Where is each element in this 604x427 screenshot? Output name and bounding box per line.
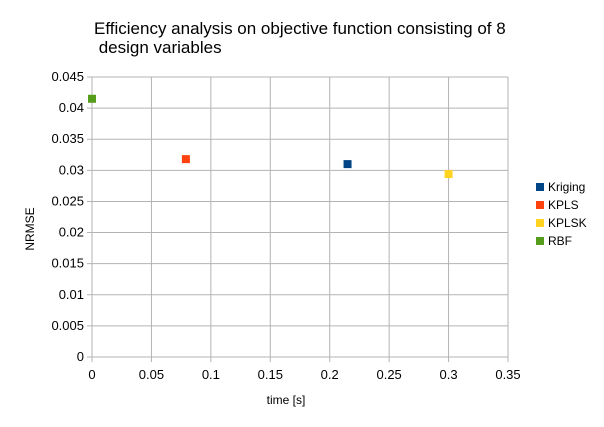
y-tick-label: 0.045	[51, 69, 84, 84]
legend: Kriging KPLS KPLSK RBF	[536, 178, 587, 250]
chart-title-line-2: design variables	[94, 38, 222, 57]
data-point-kriging	[343, 160, 352, 169]
data-point-kpls	[181, 155, 190, 164]
y-tick-label: 0.02	[59, 225, 84, 240]
x-tick-label: 0.05	[139, 367, 164, 382]
y-axis-title: NRMSE	[23, 207, 37, 250]
legend-item-kplsk: KPLSK	[536, 214, 587, 232]
legend-label: Kriging	[548, 180, 586, 194]
legend-swatch	[536, 219, 544, 227]
y-tick-label: 0.005	[51, 318, 84, 333]
y-tick-label: 0.015	[51, 256, 84, 271]
x-tick-label: 0	[88, 367, 95, 382]
data-point-rbf	[88, 94, 96, 103]
data-point-kplsk	[444, 170, 453, 179]
grid	[87, 76, 509, 362]
x-tick-label: 0.2	[321, 367, 339, 382]
y-tick-label: 0.025	[51, 193, 84, 208]
x-tick-label: 0.15	[258, 367, 283, 382]
legend-swatch	[536, 237, 544, 245]
x-axis-title: time [s]	[267, 393, 306, 407]
legend-label: KPLS	[548, 198, 579, 212]
chart-title-line-1: Efficiency analysis on objective functio…	[94, 19, 506, 38]
x-tick-label: 0.35	[495, 367, 520, 382]
x-tick-label: 0.3	[440, 367, 458, 382]
y-tick-label: 0	[77, 349, 84, 364]
y-tick-label: 0.04	[59, 100, 84, 115]
tick-labels: 0 0.05 0.1 0.15 0.2 0.25 0.3 0.35 0 0.005 0.01 0.01…	[51, 69, 520, 382]
legend-item-rbf: RBF	[536, 232, 587, 250]
data-points	[88, 94, 453, 179]
legend-label: KPLSK	[548, 216, 587, 230]
x-tick-label: 0.25	[376, 367, 401, 382]
y-tick-label: 0.01	[59, 287, 84, 302]
legend-swatch	[536, 183, 544, 191]
x-tick-label: 0.1	[202, 367, 220, 382]
y-tick-label: 0.035	[51, 131, 84, 146]
legend-item-kpls: KPLS	[536, 196, 587, 214]
legend-item-kriging: Kriging	[536, 178, 587, 196]
y-tick-label: 0.03	[59, 162, 84, 177]
legend-label: RBF	[548, 234, 572, 248]
legend-swatch	[536, 201, 544, 209]
